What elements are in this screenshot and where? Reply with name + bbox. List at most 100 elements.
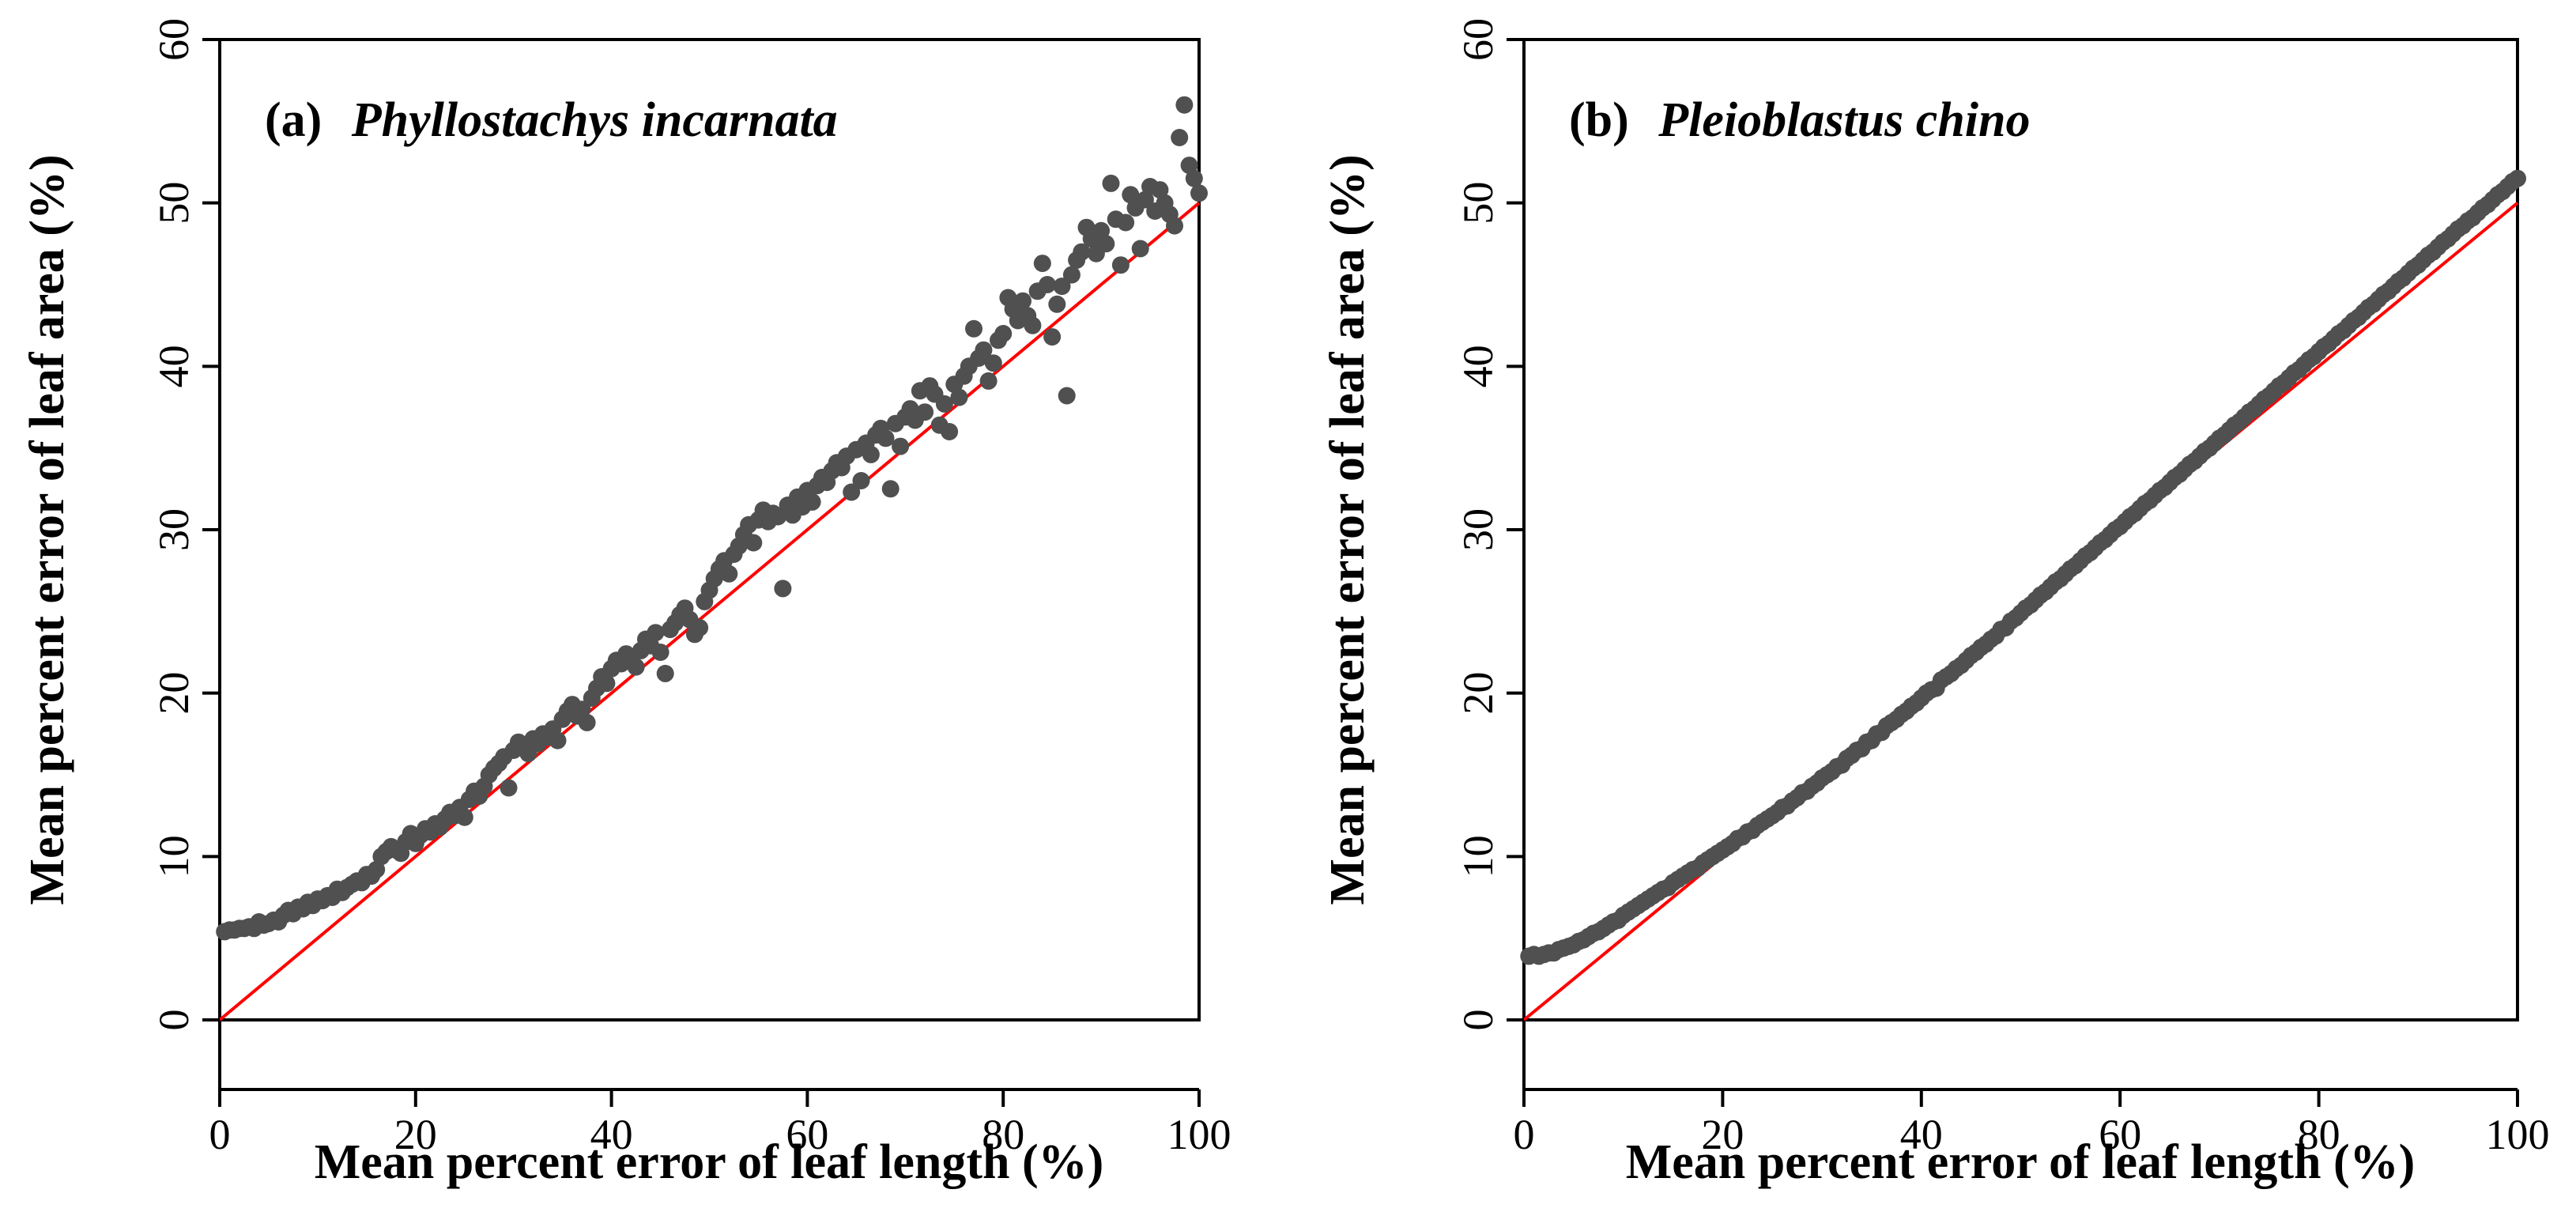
panel-a-data-point (578, 713, 596, 731)
panel-a-data-point (1073, 243, 1091, 261)
panel-a-y-tick-label: 30 (150, 508, 198, 551)
panel-a: 0 20 40 60 80 100 0 10 20 30 40 50 60 (a) Phyllosta… (21, 18, 1231, 1189)
panel-a-data-point (941, 423, 959, 440)
panel-a-x-ticks: 0 20 40 60 80 100 (209, 1089, 1231, 1158)
panel-a-data-point (1033, 255, 1051, 273)
panel-a-data-point (843, 483, 861, 501)
panel-a-data-point (965, 319, 983, 338)
panel-a-data-point (892, 437, 910, 455)
panel-b-x-tick-label: 40 (1900, 1111, 1943, 1158)
panel-a-data-point (720, 565, 738, 583)
panel-a-data-point (774, 580, 792, 598)
panel-a-data-point (852, 472, 870, 489)
panel-a-data-point (1185, 169, 1203, 187)
panel-a-data-point (862, 445, 880, 463)
panel-a-data-point (368, 860, 386, 878)
panel-a-data-point (573, 700, 591, 719)
panel-b-title: (b) Pleioblastus chino (1569, 93, 2031, 147)
panel-a-y-axis-label: Mean percent error of leaf area (%) (21, 154, 74, 904)
panel-a-data-point (691, 619, 709, 636)
panel-b-x-tick-label: 100 (2486, 1111, 2550, 1158)
panel-a-data-point (1136, 191, 1154, 209)
panel-a-data-point (1014, 292, 1032, 310)
panel-a-x-tick-label: 20 (394, 1111, 437, 1158)
panel-b-y-tick-label: 0 (1454, 1010, 1502, 1031)
panel-a-data-point (1043, 328, 1062, 346)
panel-a-data-point (1171, 129, 1189, 146)
panel-a-data-point (1117, 213, 1135, 232)
panel-b-y-tick-label: 40 (1454, 345, 1502, 387)
panel-b-y-tick-label: 10 (1454, 835, 1502, 878)
panel-a-data-point (745, 534, 763, 552)
panel-a-data-point (1180, 157, 1198, 175)
panel-b: 0 20 40 60 80 100 0 10 20 30 40 50 60 (b) Pleioblas… (1321, 18, 2550, 1189)
panel-a-data-point (984, 354, 1002, 372)
panel-a-data-point (1151, 181, 1169, 199)
panel-a-data-point (1062, 266, 1081, 284)
panel-a-data-point (500, 779, 518, 797)
panel-a-y-tick-label: 50 (150, 182, 198, 225)
panel-b-y-ticks: 0 10 20 30 40 50 60 (1454, 18, 1524, 1031)
panel-a-data-point (1175, 96, 1194, 114)
panel-a-data-point (1048, 295, 1066, 313)
panel-b-x-ticks: 0 20 40 60 80 100 (1514, 1089, 2550, 1158)
panel-a-title-species: Phyllostachys incarnata (351, 93, 838, 147)
panel-b-points (1520, 169, 2526, 965)
panel-a-data-point (647, 624, 665, 642)
panel-a-y-ticks: 0 10 20 30 40 50 60 (150, 18, 220, 1031)
panel-a-x-tick-label: 40 (590, 1111, 633, 1158)
panel-a-x-tick-label: 80 (982, 1111, 1024, 1158)
panel-a-data-point (1111, 256, 1130, 274)
panel-a-data-point (994, 325, 1013, 342)
panel-a-data-point (1024, 316, 1042, 334)
panel-a-x-tick-label: 0 (209, 1111, 231, 1158)
panel-a-y-tick-label: 60 (150, 18, 198, 61)
panel-a-reference-line (218, 202, 1201, 1021)
panel-a-y-tick-label: 10 (150, 835, 198, 878)
panel-a-data-point (549, 731, 567, 750)
panel-a-x-tick-label: 60 (786, 1111, 828, 1158)
panel-b-y-tick-label: 20 (1454, 672, 1502, 715)
panel-a-data-point (455, 808, 473, 826)
panel-b-x-tick-label: 60 (2099, 1111, 2141, 1158)
panel-a-y-tick-label: 40 (150, 345, 198, 387)
panel-a-y-tick-label: 0 (150, 1010, 198, 1031)
panel-a-data-point (1102, 174, 1120, 192)
panel-a-data-point (950, 388, 968, 406)
panel-a-data-point (656, 664, 674, 682)
panel-a-data-point (1166, 217, 1183, 235)
panel-a-data-point (1039, 276, 1056, 293)
panel-b-data-point (2509, 169, 2526, 187)
panel-b-y-tick-label: 50 (1454, 182, 1502, 225)
panel-b-x-tick-label: 80 (2298, 1111, 2340, 1158)
panel-a-data-point (1092, 221, 1111, 240)
panel-a-data-point (881, 480, 900, 498)
panel-a-title-prefix: (a) (265, 93, 322, 147)
panel-b-title-prefix: (b) (1569, 93, 1629, 147)
panel-a-data-point (1053, 278, 1071, 296)
panel-b-y-tick-label: 30 (1454, 508, 1502, 551)
panel-a-data-point (979, 372, 998, 390)
panel-a-data-point (877, 429, 895, 447)
panel-a-data-point (627, 658, 645, 676)
panel-a-title: (a) Phyllostachys incarnata (265, 93, 838, 147)
panel-a-data-point (1122, 186, 1140, 204)
panel-a-data-point (1131, 240, 1149, 258)
panel-a-y-tick-label: 20 (150, 672, 198, 715)
panel-a-x-tick-label: 100 (1167, 1111, 1231, 1158)
panel-b-x-tick-label: 0 (1514, 1111, 1535, 1158)
panel-a-data-point (803, 493, 821, 511)
panel-b-y-axis-label: Mean percent error of leaf area (%) (1321, 154, 1375, 904)
panel-a-data-point (916, 403, 934, 421)
panel-a-data-point (935, 395, 953, 413)
panel-a-data-point (769, 508, 787, 526)
panel-a-data-point (651, 644, 669, 661)
panel-a-data-point (598, 674, 616, 693)
panel-a-data-point (975, 341, 993, 359)
panel-b-title-species: Pleioblastus chino (1658, 93, 2030, 147)
panel-a-data-point (1190, 184, 1208, 202)
panel-a-data-point (1097, 235, 1115, 253)
panel-a-x-axis-label: Mean percent error of leaf length (%) (315, 1135, 1104, 1189)
panel-b-y-tick-label: 60 (1454, 18, 1502, 61)
